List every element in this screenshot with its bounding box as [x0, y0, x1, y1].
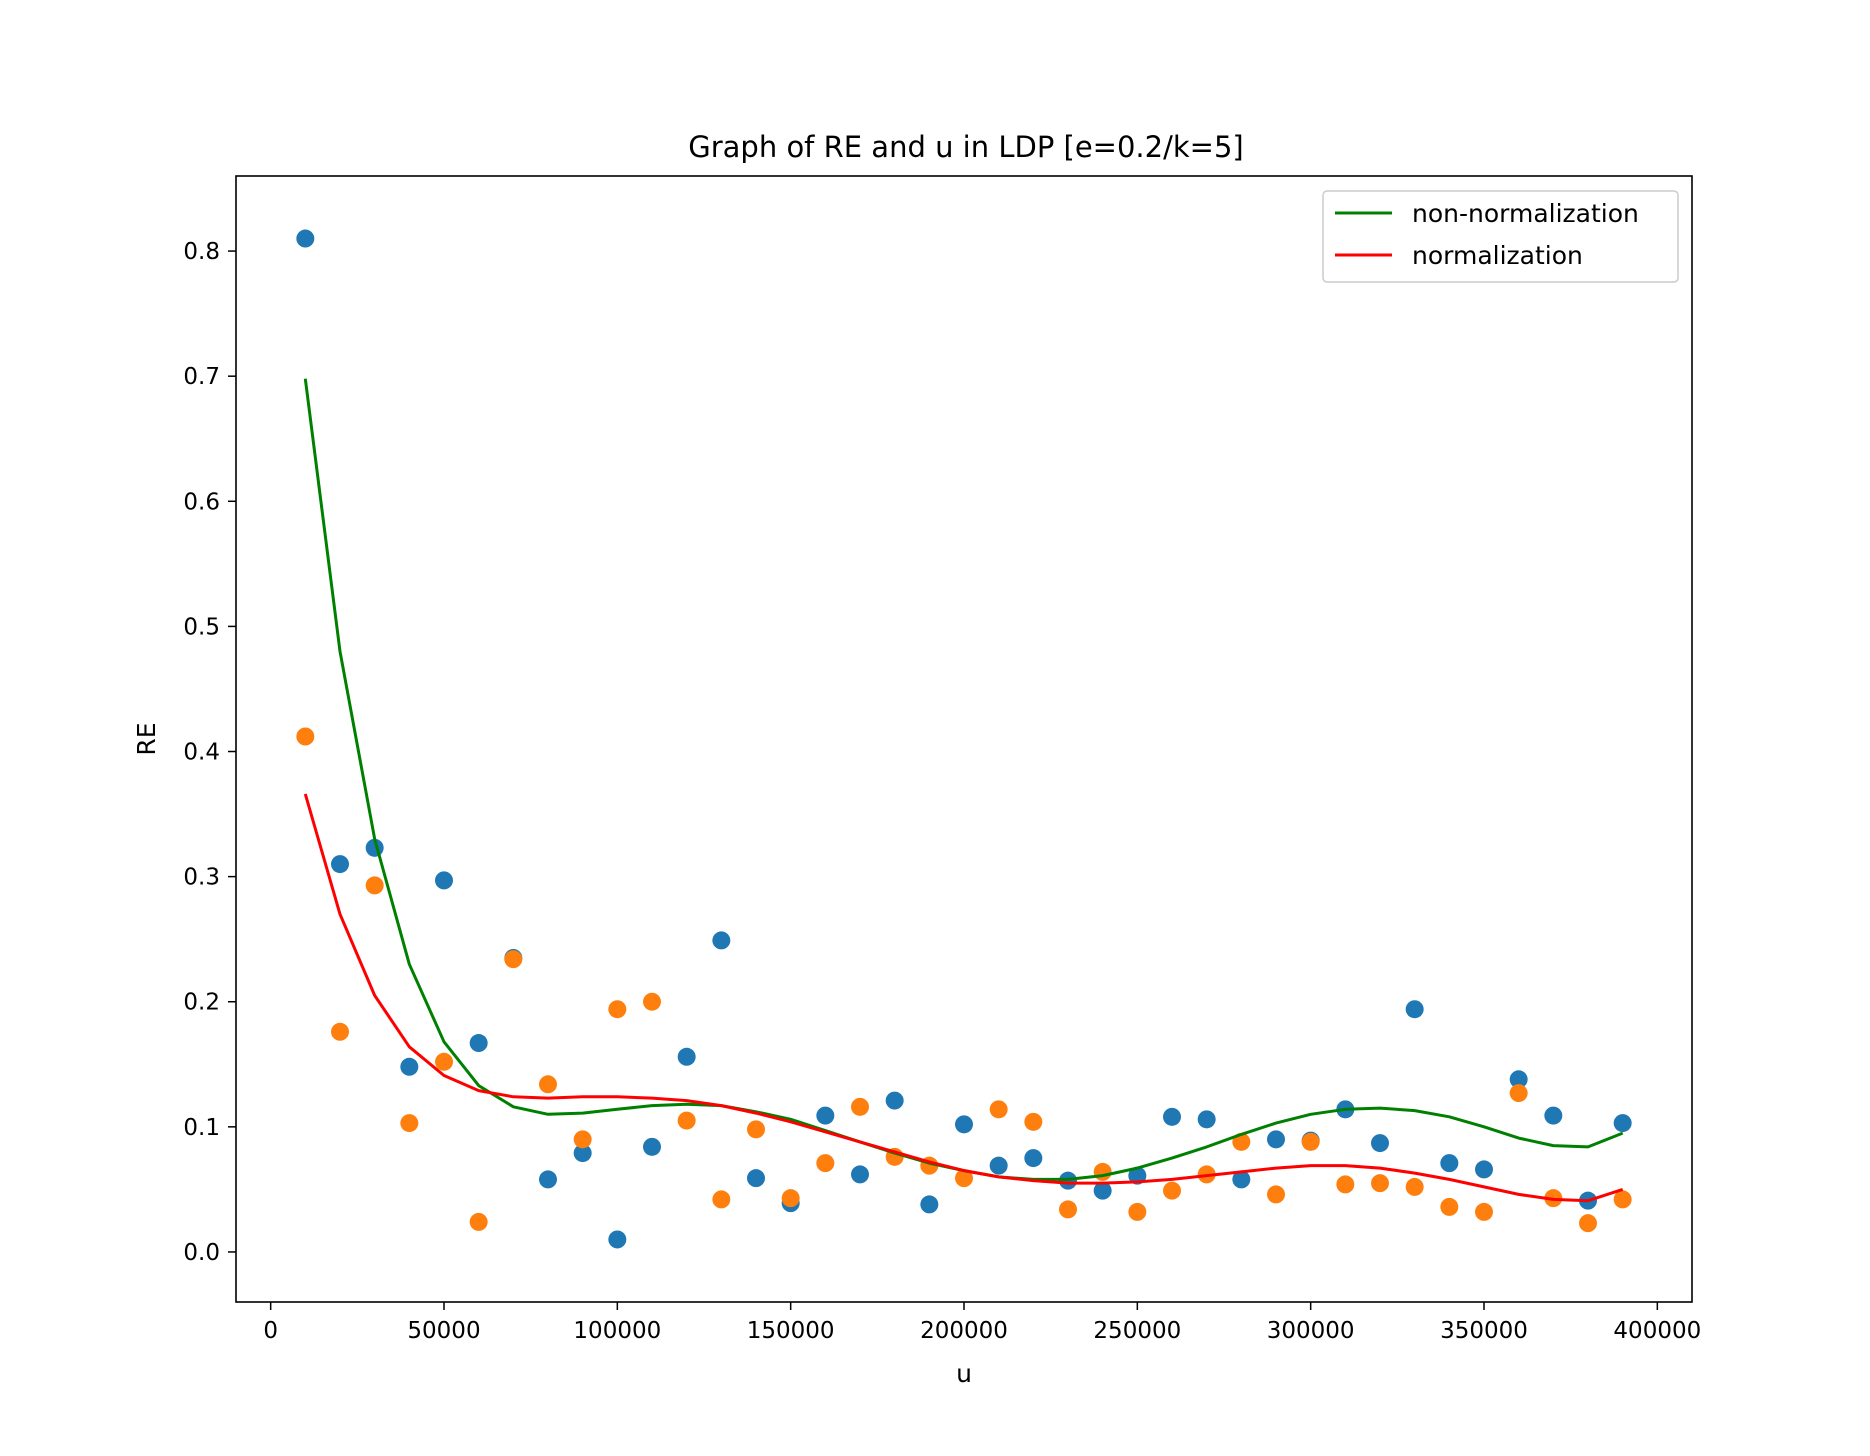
scatter-point-orange — [1024, 1112, 1043, 1131]
y-tick-label: 0.8 — [183, 239, 220, 265]
y-tick-label: 0.3 — [183, 865, 220, 891]
x-tick-label: 150000 — [747, 1318, 835, 1344]
scatter-point-orange — [608, 1000, 627, 1019]
scatter-point-orange — [781, 1189, 800, 1208]
scatter-point-orange — [1509, 1084, 1528, 1103]
scatter-point-blue — [573, 1144, 592, 1163]
scatter-point-orange — [1475, 1202, 1493, 1221]
scatter-point-blue — [400, 1057, 419, 1076]
scatter-point-blue — [435, 871, 453, 890]
scatter-point-orange — [712, 1190, 731, 1209]
x-tick-label: 250000 — [1093, 1318, 1181, 1344]
scatter-point-blue — [712, 931, 731, 950]
x-tick-label: 200000 — [920, 1318, 1008, 1344]
scatter-point-orange — [1579, 1214, 1597, 1233]
scatter-point-blue — [1509, 1070, 1528, 1089]
scatter-point-orange — [1059, 1200, 1077, 1219]
scatter-point-blue — [1163, 1107, 1181, 1126]
line-layer — [303, 378, 1624, 1203]
scatter-point-blue — [643, 1137, 661, 1156]
scatter-point-blue — [1440, 1154, 1459, 1173]
series-line-normalization — [303, 793, 1624, 1203]
scatter-point-orange — [469, 1212, 488, 1231]
scatter-point-orange — [1163, 1181, 1181, 1200]
scatter-point-orange — [365, 876, 384, 895]
scatter-point-orange — [1336, 1175, 1355, 1194]
scatter-layer — [296, 229, 1632, 1249]
y-tick-label: 0.1 — [183, 1115, 220, 1141]
scatter-point-blue — [539, 1170, 557, 1189]
scatter-point-blue — [989, 1156, 1008, 1175]
scatter-point-orange — [1093, 1162, 1112, 1181]
scatter-point-blue — [1613, 1114, 1632, 1133]
x-tick-label: 350000 — [1440, 1318, 1528, 1344]
scatter-point-orange — [989, 1100, 1008, 1119]
x-axis: 0 50000 100000 150000 200000 250000 300000 3500… — [263, 1302, 1701, 1344]
scatter-point-orange — [504, 950, 523, 969]
scatter-point-blue — [851, 1165, 869, 1184]
scatter-point-blue — [469, 1034, 488, 1053]
scatter-point-orange — [573, 1130, 592, 1149]
scatter-point-orange — [1267, 1185, 1285, 1204]
x-tick-label: 100000 — [573, 1318, 661, 1344]
scatter-point-orange — [1440, 1197, 1459, 1216]
scatter-point-orange — [296, 727, 315, 746]
scatter-point-orange — [955, 1169, 973, 1188]
x-tick-label: 400000 — [1613, 1318, 1701, 1344]
scatter-point-orange — [1613, 1190, 1632, 1209]
scatter-point-orange — [1371, 1174, 1389, 1193]
y-tick-label: 0.7 — [183, 364, 220, 390]
scatter-point-orange — [1128, 1202, 1147, 1221]
scatter-point-orange — [851, 1097, 869, 1116]
scatter-point-blue — [677, 1047, 696, 1066]
scatter-point-orange — [747, 1120, 765, 1139]
y-tick-label: 0.0 — [183, 1240, 220, 1266]
chart-title: Graph of RE and u in LDP [e=0.2/k=5] — [688, 130, 1243, 164]
y-tick-label: 0.5 — [183, 614, 220, 640]
x-tick-label: 300000 — [1267, 1318, 1355, 1344]
scatter-point-orange — [400, 1114, 419, 1133]
x-tick-label: 50000 — [407, 1318, 480, 1344]
scatter-point-blue — [1267, 1130, 1285, 1149]
scatter-point-orange — [643, 992, 661, 1011]
scatter-point-orange — [1405, 1177, 1424, 1196]
scatter-point-blue — [1544, 1106, 1563, 1125]
legend-box — [1322, 190, 1679, 283]
scatter-point-blue — [1024, 1149, 1043, 1168]
legend-label-non-normalization: non-normalization — [1412, 199, 1639, 228]
scatter-point-blue — [608, 1230, 627, 1249]
y-tick-label: 0.6 — [183, 489, 220, 515]
y-tick-label: 0.4 — [183, 740, 220, 766]
scatter-point-blue — [296, 229, 315, 248]
scatter-point-orange — [539, 1075, 557, 1094]
x-tick-label: 0 — [263, 1318, 278, 1344]
scatter-point-blue — [816, 1106, 835, 1125]
scatter-point-blue — [331, 855, 349, 874]
scatter-point-blue — [1232, 1170, 1251, 1189]
scatter-point-blue — [1093, 1181, 1112, 1200]
scatter-point-blue — [885, 1091, 904, 1110]
scatter-point-orange — [677, 1111, 696, 1130]
y-axis-label: RE — [132, 722, 161, 755]
scatter-point-blue — [955, 1115, 973, 1134]
scatter-point-orange — [816, 1154, 835, 1173]
scatter-point-blue — [1197, 1110, 1216, 1129]
scatter-point-blue — [920, 1195, 939, 1214]
scatter-point-orange — [331, 1022, 349, 1041]
scatter-point-orange — [1301, 1132, 1320, 1151]
scatter-point-blue — [1475, 1160, 1493, 1179]
y-axis: 0.0 0.1 0.2 0.3 0.4 0.5 0.6 0.7 0.8 — [183, 239, 236, 1266]
scatter-point-blue — [747, 1169, 765, 1188]
x-axis-label: u — [956, 1359, 972, 1388]
scatter-point-orange — [435, 1052, 453, 1071]
legend-label-normalization: normalization — [1412, 241, 1583, 270]
y-tick-label: 0.2 — [183, 990, 220, 1016]
scatter-point-blue — [1405, 1000, 1424, 1019]
scatter-point-blue — [1371, 1134, 1389, 1153]
legend: non-normalization normalization — [1322, 190, 1679, 283]
